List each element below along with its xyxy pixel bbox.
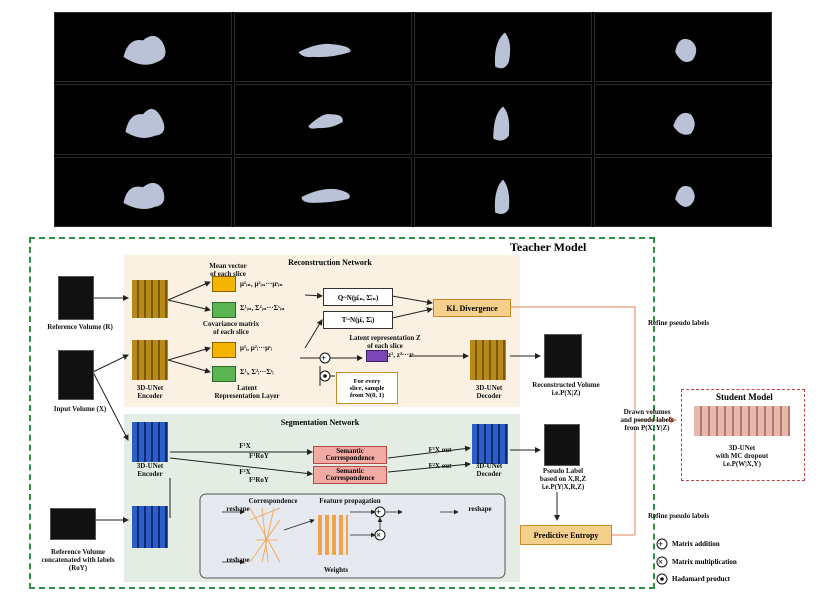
roy-volume-thumb — [50, 508, 96, 540]
q-distribution-box: Q~N(μ̄ᵢₙ, Σ̄ᵢₙ) — [323, 288, 393, 306]
render-cell — [594, 156, 772, 227]
svg-text:+: + — [376, 507, 381, 517]
seg-encoder-label: 3D-UNet Encoder — [136, 462, 164, 479]
reference-volume-thumb — [58, 276, 94, 320]
legend-matrix-addition: Matrix addition — [672, 540, 720, 548]
mu-i-stack — [212, 342, 236, 358]
semantic-correspondence-1: Semantic Correspondence — [313, 446, 387, 464]
reconstructed-volume-thumb — [544, 334, 582, 378]
latent-layer-label: Latent Representation Layer — [214, 384, 280, 401]
render-cell — [54, 12, 232, 83]
render-cell — [414, 84, 592, 155]
weights-matrix — [318, 515, 348, 555]
student-unet-blocks — [694, 406, 790, 436]
kl-divergence-box: KL Divergence — [433, 299, 511, 317]
f1x-label: F¹X — [239, 442, 251, 450]
covariance-stack — [212, 302, 236, 318]
predictive-entropy-box: Predictive Entropy — [520, 525, 612, 545]
roy-volume-label: Reference Volume concatenated with label… — [41, 548, 115, 573]
reconstruction-network-panel — [124, 255, 520, 407]
refine-label-top: Refine pseudo labels — [648, 319, 710, 327]
render-cell — [54, 84, 232, 155]
reshape-out-label: reshape — [468, 505, 492, 513]
render-cell — [414, 156, 592, 227]
segmentation-network-title: Segmentation Network — [280, 418, 360, 427]
correspondence-label: Correspondence — [248, 497, 298, 505]
cov-formula: Σ¹ᵢₙ, Σ²ᵢₙ···Σˢᵢₙ — [240, 304, 285, 312]
f2out-label: F²X out — [428, 462, 452, 470]
reconstructed-volume-label: Reconstructed Volume i.e.P(X|Z) — [532, 381, 600, 398]
mean-vector-stack — [212, 276, 236, 292]
reference-volume-label: Reference Volume (R) — [47, 323, 113, 331]
feature-propagation-label: Feature propagation — [319, 497, 381, 505]
svg-text:×: × — [658, 557, 663, 567]
render-cell — [414, 12, 592, 83]
f1out-label: F¹X out — [428, 446, 452, 454]
seg-decoder-label: 3D-UNet Decoder — [475, 462, 503, 479]
teacher-model-frame — [29, 237, 655, 589]
recon-encoder-input-blocks — [132, 340, 168, 380]
render-cell — [234, 12, 412, 83]
t-distribution-box: T~N(μ̄ᵢ, Σ̄ᵢ) — [323, 311, 393, 329]
pseudo-label-thumb — [544, 424, 580, 466]
render-grid — [54, 12, 772, 227]
legend-matrix-multiplication: Matrix multiplication — [672, 558, 737, 566]
refine-label-bottom: Refine pseudo labels — [648, 512, 710, 520]
render-cell — [594, 12, 772, 83]
z-formula: z¹, z²···zˢ — [388, 351, 414, 359]
input-volume-label: Input Volume (X) — [53, 405, 107, 413]
sigma-i-formula: Σ¹ᵢ, Σ²ᵢ···Σˢᵢ — [240, 368, 274, 376]
drawn-volumes-label: Drawn volumes and pseudo labels from P(X… — [620, 408, 674, 433]
cov-label: Covariance matrix of each slice — [202, 320, 260, 337]
reconstruction-network-title: Reconstruction Network — [288, 258, 372, 267]
legend-hadamard-product: Hadamard product — [672, 575, 731, 583]
semantic-correspondence-2: Semantic Correspondence — [313, 466, 387, 484]
render-cell — [234, 84, 412, 155]
render-cell — [234, 156, 412, 227]
weights-label: Weights — [323, 566, 349, 574]
recon-decoder-label: 3D-UNet Decoder — [475, 384, 503, 401]
input-volume-thumb — [58, 350, 94, 400]
student-model-desc: 3D-UNet with MC dropout i.e.P(W|X,Y) — [715, 444, 769, 469]
latent-z-label: Latent representation Z of each slice — [349, 334, 421, 351]
seg-roy-encoder-blocks — [132, 506, 168, 548]
teacher-model-title: Teacher Model — [510, 240, 587, 254]
svg-text:×: × — [376, 530, 381, 540]
pseudo-label-text: Pseudo Label based on X,R,Z i.e.P(Y|X,R,… — [539, 467, 587, 492]
mean-vector-label: Mean vector of each slice — [209, 262, 247, 279]
f1roy-label: F¹RoY — [249, 452, 269, 460]
sample-box: For every slice, sample from N(0, 1) — [336, 372, 398, 404]
recon-encoder-ref-blocks — [132, 280, 168, 318]
svg-text:+: + — [658, 539, 663, 549]
mu-i-formula: μ¹ᵢ, μ²ᵢ···μˢᵢ — [240, 344, 272, 352]
recon-decoder-blocks — [470, 340, 506, 380]
render-cell — [594, 84, 772, 155]
student-model-frame — [681, 389, 805, 481]
reshape-top-label: reshape — [226, 505, 250, 513]
seg-encoder-blocks — [132, 422, 168, 462]
f2roy-label: F²RoY — [249, 476, 269, 484]
render-cell — [54, 156, 232, 227]
student-model-title: Student Model — [716, 392, 773, 402]
svg-text:+: + — [321, 353, 326, 363]
recon-encoder-label: 3D-UNet Encoder — [136, 384, 164, 401]
seg-decoder-blocks — [472, 424, 508, 464]
mean-formula: μ¹ᵢₙ, μ²ᵢₙ···μˢᵢₙ — [240, 280, 283, 288]
reshape-bottom-label: reshape — [226, 556, 250, 564]
latent-z-stack — [366, 350, 388, 362]
f2x-label: F²X — [239, 468, 251, 476]
sigma-i-stack — [212, 366, 236, 382]
